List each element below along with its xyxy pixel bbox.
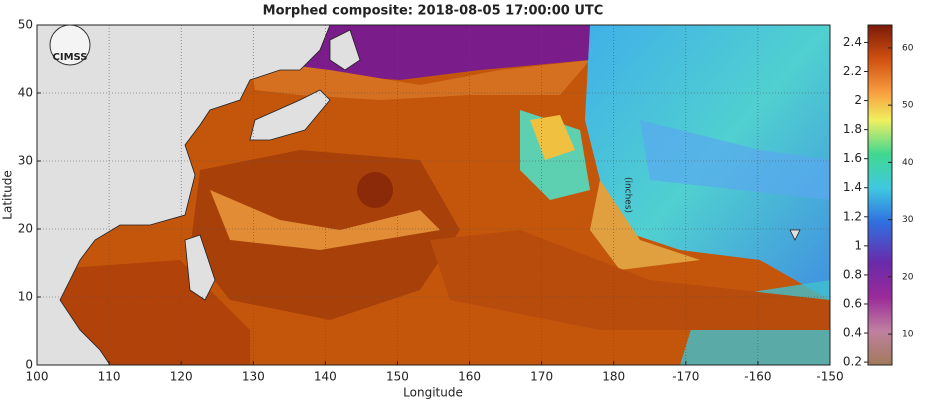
colorbar-tick-label: 0.4	[843, 326, 862, 340]
y-tick-label: 40	[18, 86, 33, 100]
x-tick-label: 180	[602, 370, 625, 384]
colorbar-mm-tick-label: 60	[902, 43, 914, 53]
x-tick-label: 170	[530, 370, 553, 384]
colorbar-label: (inches)	[623, 177, 633, 213]
colorbar-tick-label: 1	[854, 238, 862, 252]
x-tick-label: -150	[816, 370, 843, 384]
logo-text: CIMSS	[53, 52, 88, 63]
x-tick-label: -170	[672, 370, 699, 384]
colorbar-tick-label: 2.2	[843, 64, 862, 78]
colorbar-tick-label: 1.2	[843, 209, 862, 223]
x-tick-label: 130	[242, 370, 265, 384]
x-tick-label: 160	[458, 370, 481, 384]
colorbar-tick-label: 0.8	[843, 267, 862, 281]
colorbar-mm-tick-label: 30	[902, 215, 914, 225]
grid	[37, 25, 830, 365]
y-tick-label: 30	[18, 154, 33, 168]
x-tick-label: 110	[98, 370, 121, 384]
colorbar-tick-label: 1.6	[843, 151, 862, 165]
plot-frame	[36, 24, 831, 366]
colorbar-mm-tick-label: 10	[902, 330, 914, 340]
colorbar-tick-label: 0.2	[843, 355, 862, 369]
x-tick-label: 100	[26, 370, 49, 384]
x-tick-label: 140	[314, 370, 337, 384]
y-axis-label: Latitude	[1, 170, 15, 219]
title: Morphed composite: 2018-08-05 17:00:00 U…	[263, 4, 604, 19]
colorbar	[867, 24, 893, 366]
y-tick-label: 20	[18, 222, 33, 236]
logo: CIMSS	[49, 24, 91, 66]
colorbar-mm-tick-label: 40	[902, 158, 914, 168]
y-tick-label: 10	[18, 290, 33, 304]
colorbar-mm-tick-label: 20	[902, 272, 914, 282]
colorbar-tick-label: 2	[854, 93, 862, 107]
colorbar-tick-label: 1.4	[843, 180, 862, 194]
colorbar-tick-label: 2.4	[843, 35, 862, 49]
colorbar-tick-label: 1.8	[843, 122, 862, 136]
map-image	[37, 25, 830, 365]
colorbar-mm-tick-label: 50	[902, 101, 914, 111]
y-tick-label: 0	[25, 358, 33, 372]
x-tick-label: -160	[744, 370, 771, 384]
x-axis-label: Longitude	[403, 386, 463, 400]
x-tick-label: 150	[386, 370, 409, 384]
colorbar-tick-label: 0.6	[843, 296, 862, 310]
y-tick-label: 50	[18, 18, 33, 32]
x-tick-label: 120	[170, 370, 193, 384]
